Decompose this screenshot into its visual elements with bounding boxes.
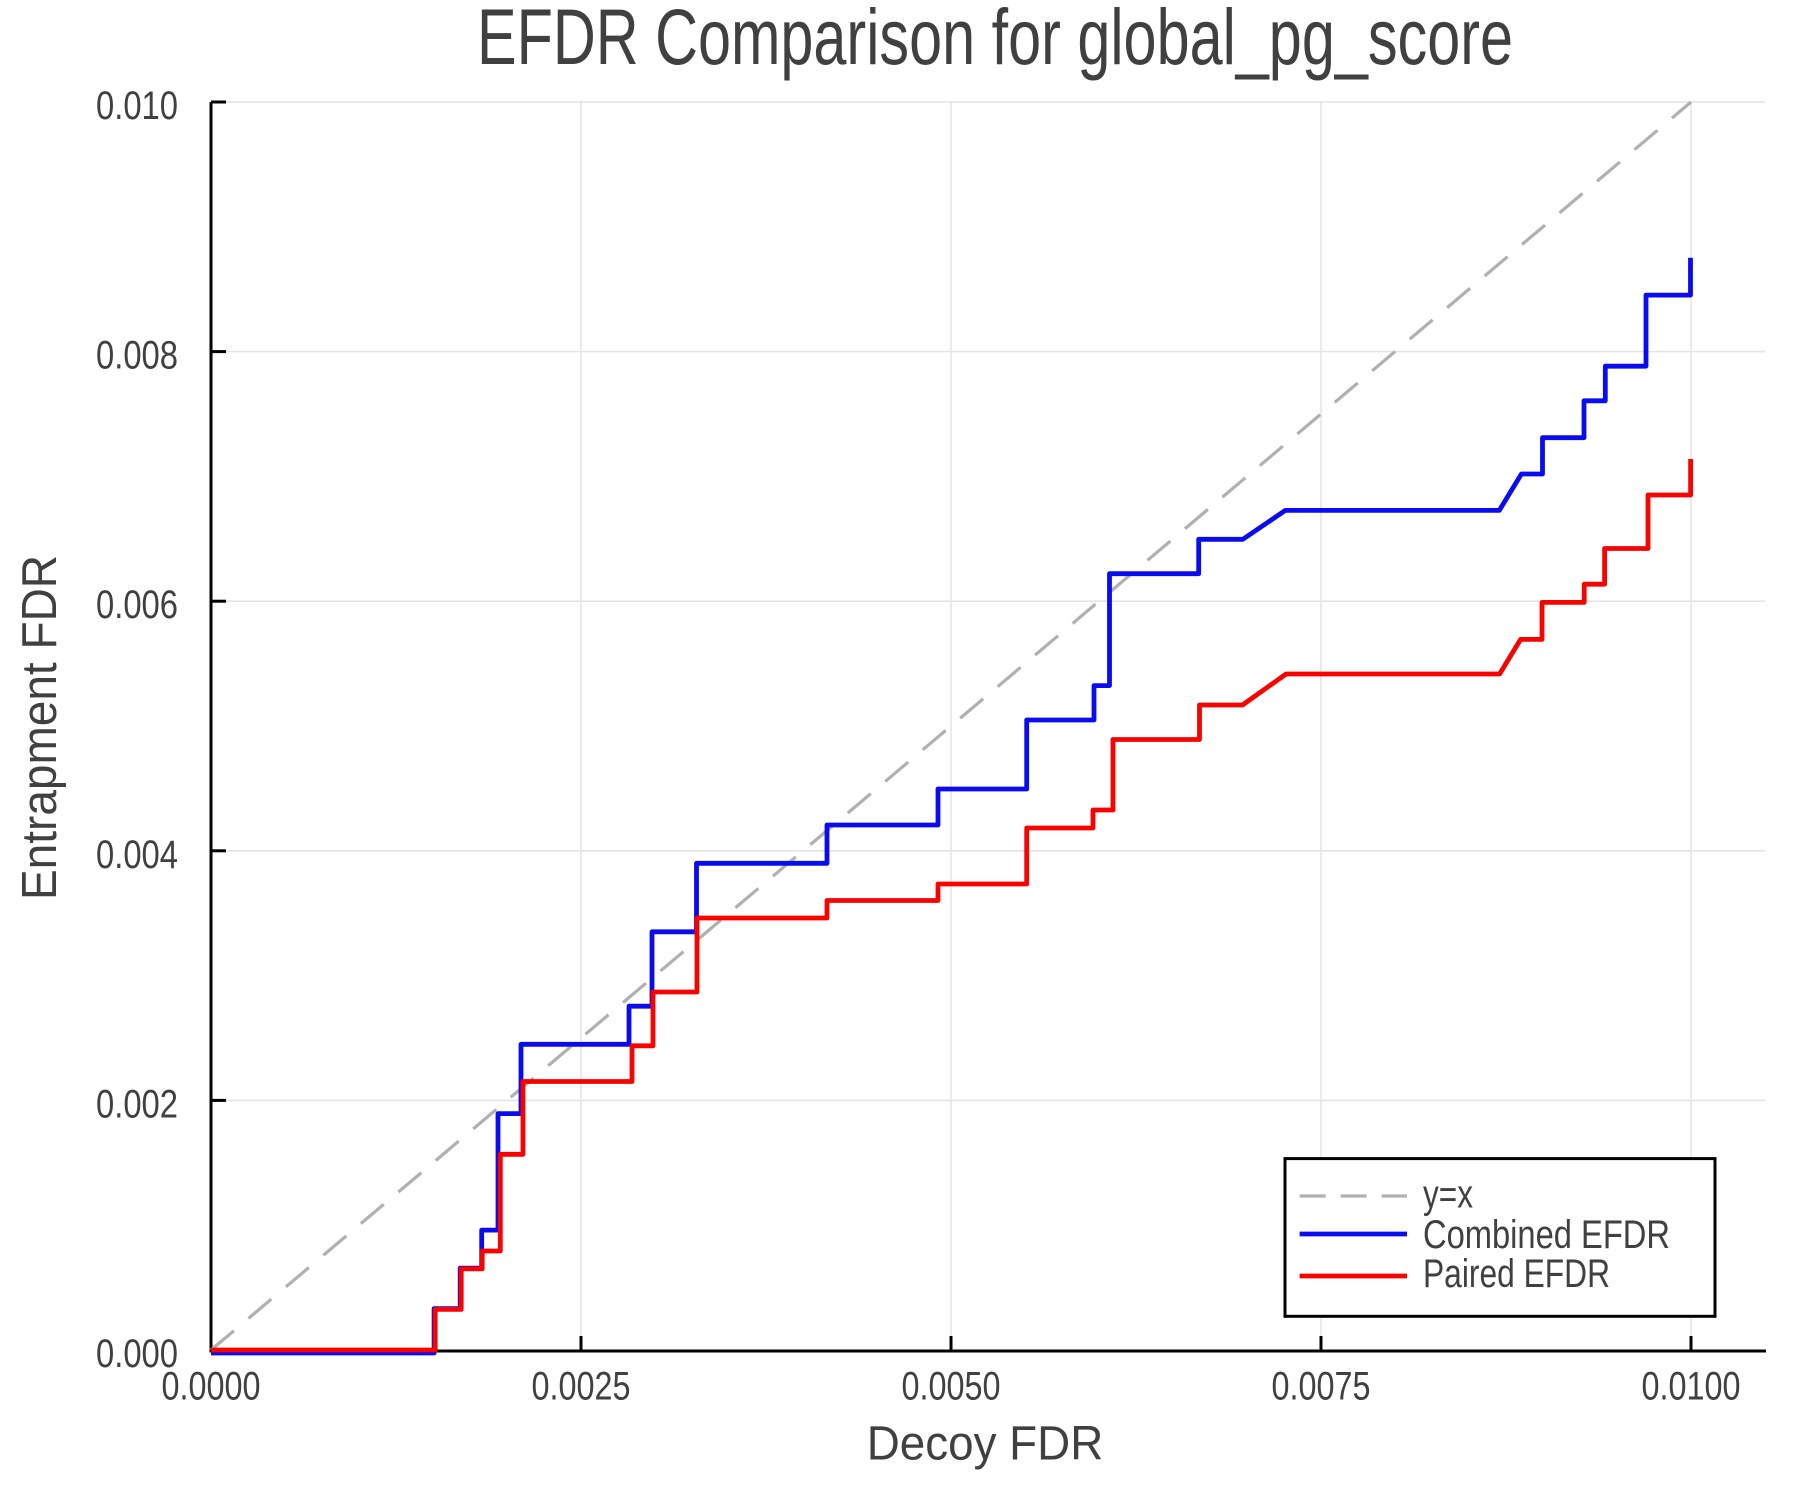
svg-text:0.010: 0.010 — [96, 84, 178, 128]
svg-text:0.0075: 0.0075 — [1272, 1365, 1371, 1409]
svg-text:Combined EFDR: Combined EFDR — [1423, 1213, 1670, 1257]
svg-text:Paired EFDR: Paired EFDR — [1423, 1252, 1610, 1296]
svg-text:0.000: 0.000 — [96, 1332, 178, 1376]
svg-text:0.0000: 0.0000 — [162, 1365, 261, 1409]
svg-text:0.008: 0.008 — [96, 334, 178, 378]
svg-text:0.002: 0.002 — [96, 1082, 178, 1126]
svg-text:Entrapment FDR: Entrapment FDR — [13, 555, 67, 900]
svg-text:Decoy FDR: Decoy FDR — [867, 1417, 1104, 1470]
svg-text:0.004: 0.004 — [96, 833, 178, 877]
svg-text:y=x: y=x — [1423, 1173, 1473, 1217]
svg-text:0.0100: 0.0100 — [1642, 1365, 1741, 1409]
svg-text:0.0050: 0.0050 — [902, 1365, 1001, 1409]
svg-text:0.0025: 0.0025 — [532, 1365, 631, 1409]
svg-text:0.006: 0.006 — [96, 583, 178, 627]
svg-text:EFDR Comparison for global_pg_: EFDR Comparison for global_pg_score — [477, 0, 1513, 81]
